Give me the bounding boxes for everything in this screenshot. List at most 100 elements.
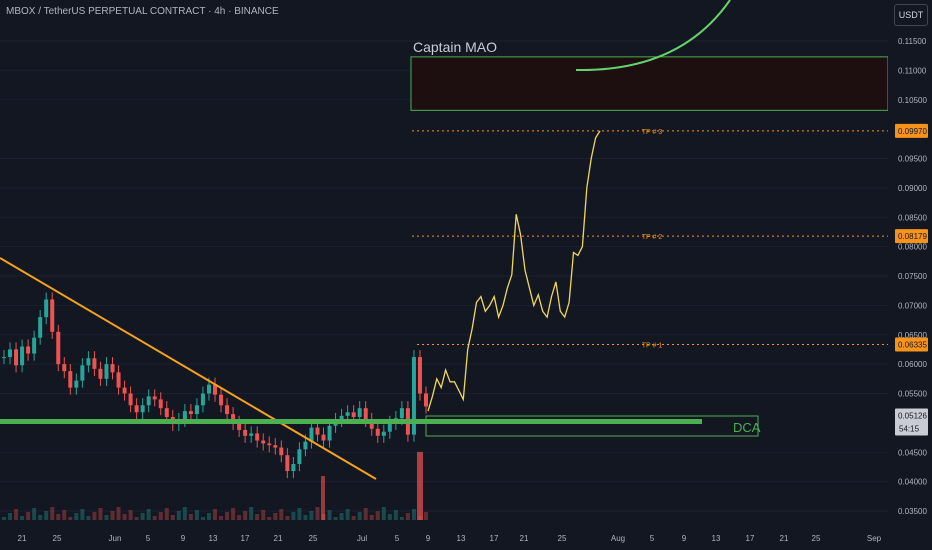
candle-body — [152, 396, 157, 400]
candle-body — [369, 419, 374, 429]
tp1-price-text: 0.06335 — [898, 340, 927, 349]
volume-bar — [273, 513, 278, 520]
price-tick-label: 0.06500 — [898, 331, 927, 340]
candle-body — [375, 428, 380, 436]
candle-body — [219, 394, 224, 406]
candle-body — [164, 408, 169, 417]
price-tick-label: 0.09500 — [898, 155, 927, 164]
volume-bar — [110, 511, 115, 520]
volume-bar — [267, 517, 272, 520]
tp2-label: TP # 2 — [642, 234, 663, 241]
volume-bar — [351, 516, 356, 520]
candle-body — [339, 415, 344, 420]
volume-bar — [20, 516, 25, 520]
volume-bar — [387, 514, 392, 520]
candle-body — [357, 408, 362, 417]
volume-bar — [243, 511, 248, 520]
candle-body — [38, 317, 43, 338]
volume-bar — [86, 516, 91, 520]
candle-body — [86, 358, 91, 366]
countdown-text: 54:15 — [899, 424, 920, 433]
candle-body — [8, 349, 13, 358]
price-axis-bg — [888, 0, 932, 550]
current-price-text: 0.05126 — [898, 411, 927, 420]
volume-bar — [369, 515, 374, 520]
volume-bar — [261, 510, 266, 520]
candle-body — [399, 408, 404, 419]
candle-body — [213, 384, 217, 395]
price-tick-label: 0.11500 — [898, 37, 927, 46]
target-zone-box — [410, 56, 889, 111]
volume-bar — [44, 511, 49, 520]
time-tick-label: 25 — [53, 534, 62, 543]
time-tick-label: 5 — [395, 534, 400, 543]
candle-body — [134, 405, 139, 413]
volume-bar — [68, 517, 73, 520]
candle-body — [62, 364, 67, 372]
candle-body — [140, 405, 145, 413]
time-tick-label: 17 — [490, 534, 499, 543]
chart-overlays: DCA TP # 1 TP # 2 TP # 3 Captain MAO — [0, 0, 889, 480]
candle-body — [315, 427, 320, 435]
volume-bar — [327, 510, 332, 520]
candle-body — [291, 464, 296, 472]
volume-bar — [128, 510, 133, 520]
candle-body — [424, 393, 428, 407]
price-axis[interactable]: 0.11500 0.11000 0.10500 0.09500 0.09000 0.085… — [888, 0, 932, 550]
volume-bar — [26, 512, 31, 520]
time-tick-label: Sep — [867, 534, 882, 543]
volume-bar — [219, 516, 224, 520]
currency-button[interactable]: USDT — [894, 4, 928, 26]
time-tick-label: 21 — [274, 534, 283, 543]
time-axis[interactable]: 21 25 Jun 5 9 13 17 21 25 Jul 5 9 13 17 21 25 Aug 5 9 13 17 2… — [0, 522, 932, 550]
volume-bar — [152, 516, 157, 520]
candle-body — [231, 414, 236, 423]
time-tick-label: 9 — [682, 534, 687, 543]
candle-body — [32, 337, 37, 354]
candle-body — [411, 357, 416, 435]
volume-bar — [194, 510, 199, 520]
time-tick-label: Jun — [109, 534, 122, 543]
candle-body — [2, 357, 6, 359]
dca-label: DCA — [733, 420, 761, 435]
volume-bars — [2, 452, 428, 520]
price-tick-label: 0.03500 — [898, 507, 927, 516]
volume-bar — [188, 514, 193, 520]
price-tick-label: 0.07000 — [898, 301, 927, 310]
candle-body — [267, 443, 272, 446]
candle-body — [345, 412, 350, 416]
volume-bar — [285, 516, 290, 520]
price-tick-label: 0.11000 — [898, 66, 927, 75]
tp2-price-text: 0.08179 — [898, 232, 927, 241]
candle-body — [381, 431, 386, 436]
volume-bar — [291, 512, 296, 520]
volume-bar — [200, 517, 205, 520]
candle-body — [200, 393, 205, 406]
candle-body — [98, 368, 103, 379]
tp3-price-tag — [895, 123, 928, 138]
time-tick-label: 25 — [812, 534, 821, 543]
candle-body — [44, 299, 49, 318]
volume-bar — [74, 513, 79, 520]
volume-bar — [237, 515, 242, 520]
candle-body — [182, 411, 187, 420]
candle-body — [26, 346, 31, 354]
candle-body — [74, 380, 79, 388]
candle-body — [92, 358, 97, 369]
volume-bar — [140, 513, 145, 520]
volume-bar — [345, 509, 350, 520]
candle-body — [327, 425, 332, 441]
time-tick-label: 5 — [650, 534, 655, 543]
time-tick-label: 13 — [712, 534, 721, 543]
volume-bar — [32, 508, 37, 520]
candlestick-series — [2, 292, 428, 479]
time-tick-label: Jul — [357, 534, 367, 543]
volume-bar — [339, 513, 344, 520]
candle-body — [309, 427, 314, 442]
chart-title: MBOX / TetherUS PERPETUAL CONTRACT · 4h … — [6, 6, 279, 17]
candle-body — [243, 429, 248, 436]
dca-box — [425, 415, 759, 437]
projection-line — [427, 130, 601, 412]
candle-body — [255, 433, 260, 441]
